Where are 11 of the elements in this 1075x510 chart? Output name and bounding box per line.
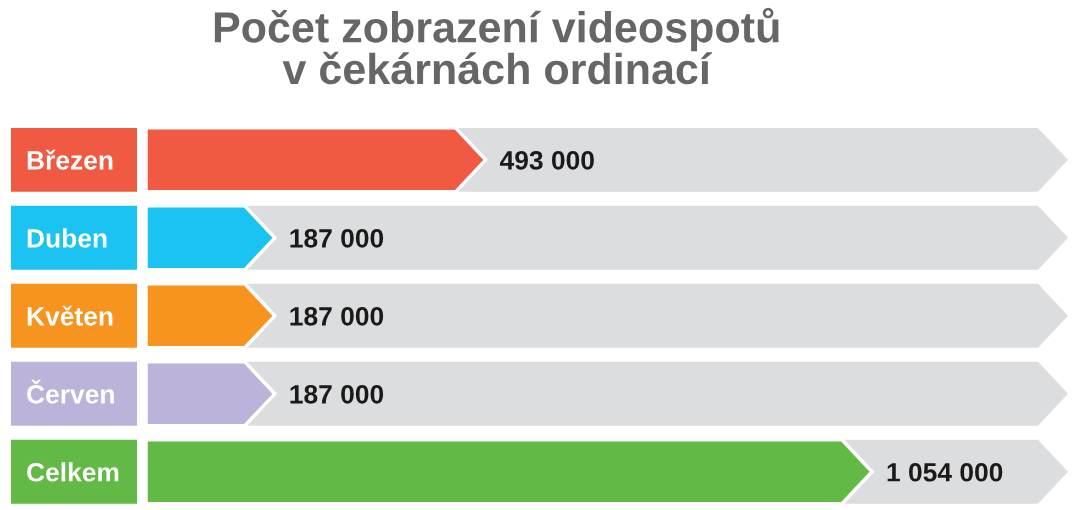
y-tick-label: Březen	[27, 149, 113, 170]
data-label: 187 000	[290, 384, 384, 404]
data-label: 187 000	[290, 228, 384, 248]
data-label: 187 000	[290, 306, 384, 326]
y-tick-label: Květen	[27, 305, 113, 326]
data-label: 493 000	[499, 151, 594, 170]
chart-title: Počet zobrazení videospotů v čekárnách ordinací	[214, 7, 779, 85]
data-label: 1 054 000	[887, 462, 1003, 482]
y-tick-label: Duben	[27, 228, 107, 248]
y-tick-label: Červen	[27, 379, 114, 404]
y-tick-label: Celkem	[27, 462, 119, 482]
